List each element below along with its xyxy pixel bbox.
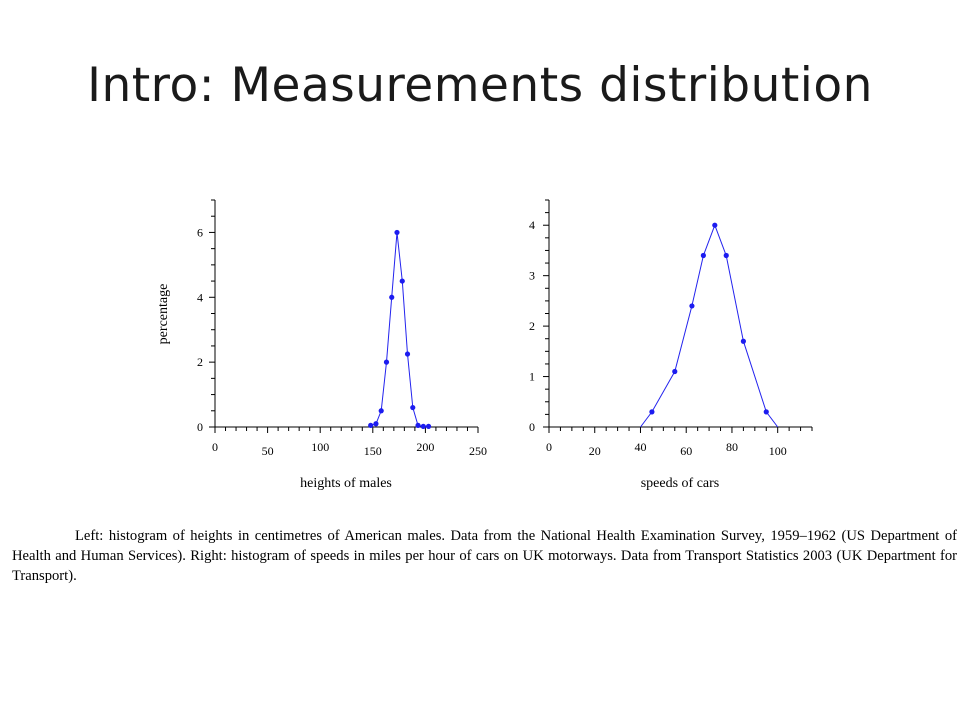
data-point [420, 423, 426, 429]
y-tick-label: 4 [197, 290, 203, 304]
data-point [373, 421, 379, 427]
data-point [712, 222, 718, 228]
data-point [383, 359, 390, 365]
x-tick-label: 250 [469, 444, 487, 458]
y-tick-label: 1 [529, 370, 535, 384]
data-point [399, 278, 405, 284]
y-axis-title: percentage [156, 284, 171, 345]
x-tick-label: 0 [546, 440, 552, 454]
data-point [689, 303, 695, 309]
y-tick-label: 0 [197, 420, 203, 434]
data-point [425, 423, 432, 429]
x-tick-label: 100 [311, 440, 329, 454]
data-point [700, 252, 706, 259]
data-point [368, 422, 374, 428]
y-tick-label: 2 [197, 355, 203, 369]
x-tick-label: 60 [680, 444, 692, 458]
data-point [404, 351, 411, 357]
x-tick-label: 50 [262, 444, 274, 458]
data-point [378, 408, 384, 414]
slide-title: Intro: Measurements distribution [87, 58, 873, 113]
data-point [723, 252, 729, 259]
x-tick-label: 200 [416, 440, 434, 454]
y-tick-label: 2 [529, 319, 535, 333]
data-point [410, 404, 416, 411]
y-tick-label: 3 [529, 269, 535, 283]
x-tick-label: 0 [212, 440, 218, 454]
series-line [640, 223, 779, 428]
data-point [740, 338, 746, 344]
figure-caption: Left: histogram of heights in centimetre… [12, 528, 957, 584]
data-point [649, 409, 655, 415]
y-tick-label: 0 [529, 420, 535, 434]
x-tick-label: 150 [364, 444, 382, 458]
data-point [672, 368, 678, 375]
data-point [763, 409, 769, 415]
x-tick-label: 100 [769, 444, 787, 458]
data-point [415, 422, 421, 428]
x-tick-label: 40 [634, 440, 646, 454]
y-tick-label: 6 [197, 225, 203, 239]
x-tick-label: 20 [589, 444, 601, 458]
x-axis-title: heights of males [300, 476, 392, 491]
x-axis-title: speeds of cars [641, 476, 720, 491]
y-tick-label: 4 [529, 218, 535, 232]
x-tick-label: 80 [726, 440, 738, 454]
data-point [389, 294, 395, 300]
data-point [394, 229, 400, 236]
